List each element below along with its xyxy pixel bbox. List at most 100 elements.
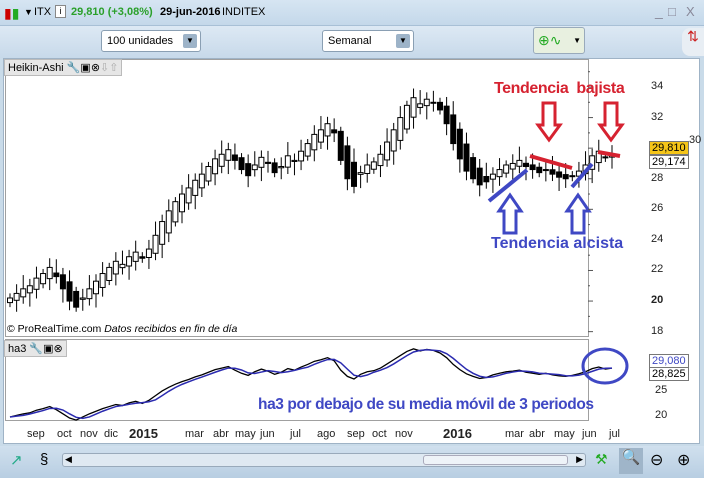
ha-candle: [476, 158, 483, 197]
window-icon[interactable]: ▣: [43, 343, 54, 355]
ha-candle: [126, 249, 133, 280]
price-tick: 20: [651, 294, 664, 307]
tools-icon[interactable]: ⚒: [595, 451, 608, 467]
ha3-ma-line: [9, 348, 613, 420]
ha-candle: [46, 258, 53, 291]
time-tick: oct: [57, 428, 72, 440]
ha-candle: [463, 132, 470, 181]
time-tick: oct: [372, 428, 387, 440]
ha-candle: [298, 139, 305, 171]
bullish-trendline: [570, 162, 594, 189]
window-icon[interactable]: ▣: [80, 62, 91, 74]
zoom-out-icon[interactable]: ⊖: [650, 452, 664, 469]
export-icon[interactable]: ↗: [10, 452, 23, 469]
ha-candle: [390, 122, 397, 165]
move-down-icon[interactable]: ⇩: [100, 62, 110, 74]
time-tick: 2016: [443, 426, 472, 441]
panel-title: Heikin-Ashi: [8, 62, 64, 74]
ha-candle: [258, 150, 265, 182]
time-tick: nov: [395, 428, 413, 440]
period-select[interactable]: Semanal ▼: [322, 30, 414, 52]
info-icon[interactable]: i: [55, 5, 66, 18]
scroll-right-icon[interactable]: ▶: [576, 454, 583, 464]
indicators-button[interactable]: ⊕∿ ▼: [533, 27, 585, 54]
zoom-in-icon[interactable]: ⊕: [677, 452, 691, 469]
zoom-auto-icon[interactable]: 🔍: [619, 448, 643, 474]
ha-candle: [437, 97, 443, 115]
time-tick: nov: [80, 428, 98, 440]
time-tick: abr: [213, 428, 229, 440]
data-note-text: Datos recibidos en fin de día: [104, 323, 238, 335]
quantity-select[interactable]: 100 unidades ▼: [101, 30, 201, 52]
time-tick: jun: [260, 428, 275, 440]
ha-candle: [377, 145, 384, 178]
scroll-left-icon[interactable]: ◀: [65, 454, 72, 464]
ha-candle: [344, 136, 351, 191]
ha-candle: [33, 266, 40, 299]
ha-candle: [73, 286, 80, 312]
price-tick: 24: [651, 232, 664, 245]
bearish-annotation: Tendencia bajista: [494, 80, 625, 97]
ha-candle: [489, 167, 496, 193]
symbol[interactable]: ITX: [34, 6, 52, 18]
ha-candle: [66, 270, 73, 311]
last-price-tag: 29,810: [649, 141, 689, 155]
up-arrow-icon: [496, 192, 524, 235]
refresh-icon[interactable]: ⇅: [682, 28, 704, 56]
price-tick: 30: [689, 134, 702, 147]
ha-candle: [20, 275, 27, 304]
scroll-thumb[interactable]: [423, 455, 568, 465]
wrench-icon[interactable]: 🔧: [66, 62, 81, 74]
ha-candle: [470, 152, 477, 184]
close-icon[interactable]: ⊗: [53, 343, 63, 355]
close-icon[interactable]: ⊗: [90, 62, 101, 74]
bearish-trendline: [529, 154, 573, 170]
link-icon[interactable]: §: [40, 451, 49, 468]
period-value: Semanal: [328, 35, 372, 47]
ha-candle: [516, 146, 523, 174]
ha-candle: [179, 184, 185, 224]
dropdown-icon[interactable]: ▼: [24, 7, 33, 17]
ha-candle: [53, 259, 60, 284]
ha-candle: [106, 262, 113, 286]
ha-candle: [542, 160, 549, 182]
ha-candle: [251, 151, 258, 177]
ha-candle: [397, 106, 404, 150]
ha-candle: [26, 278, 33, 307]
maximize-button[interactable]: □: [668, 4, 676, 19]
ha-candle: [165, 199, 172, 243]
wrench-icon[interactable]: 🔧: [29, 343, 44, 355]
ha-candle: [291, 153, 298, 176]
watermark: © ProRealTime.com: [7, 323, 102, 335]
date: 29-jun-2016: [160, 6, 221, 18]
bullish-trendline: [487, 168, 529, 203]
highlight-circle: [581, 347, 629, 385]
chart-area: [3, 58, 700, 444]
data-note: © ProRealTime.com Datos recibidos en fin…: [7, 323, 237, 335]
ha-candle: [198, 162, 205, 198]
down-arrow-icon: [535, 101, 563, 143]
ha-candle: [523, 156, 529, 181]
time-tick: may: [554, 428, 575, 440]
ha-candle: [536, 162, 543, 178]
ha-candle: [351, 148, 357, 194]
ha3-line: [9, 348, 613, 421]
horizontal-scrollbar[interactable]: ◀ ▶: [62, 453, 586, 467]
move-up-icon[interactable]: ⇧: [109, 62, 119, 74]
ha-candle: [185, 174, 192, 210]
ha-candle: [569, 171, 576, 182]
close-button[interactable]: X: [686, 4, 695, 19]
ha-candle: [152, 221, 159, 261]
ha-candle: [86, 275, 93, 306]
time-tick: jul: [290, 428, 302, 440]
second-price-tag: 29,174: [649, 155, 689, 169]
toolbar: 100 unidades ▼ Semanal ▼ ⊕∿ ▼ ⇅: [0, 26, 704, 58]
price-tick: 32: [651, 110, 664, 123]
ha-candle: [443, 96, 450, 136]
minimize-button[interactable]: _: [655, 3, 663, 19]
candlestick-icon[interactable]: ▮▮: [4, 5, 20, 21]
up-arrow-icon: [564, 192, 592, 235]
ha-candle: [304, 138, 311, 161]
ha-candle: [265, 150, 271, 173]
bullish-annotation: Tendencia alcista: [491, 235, 624, 252]
